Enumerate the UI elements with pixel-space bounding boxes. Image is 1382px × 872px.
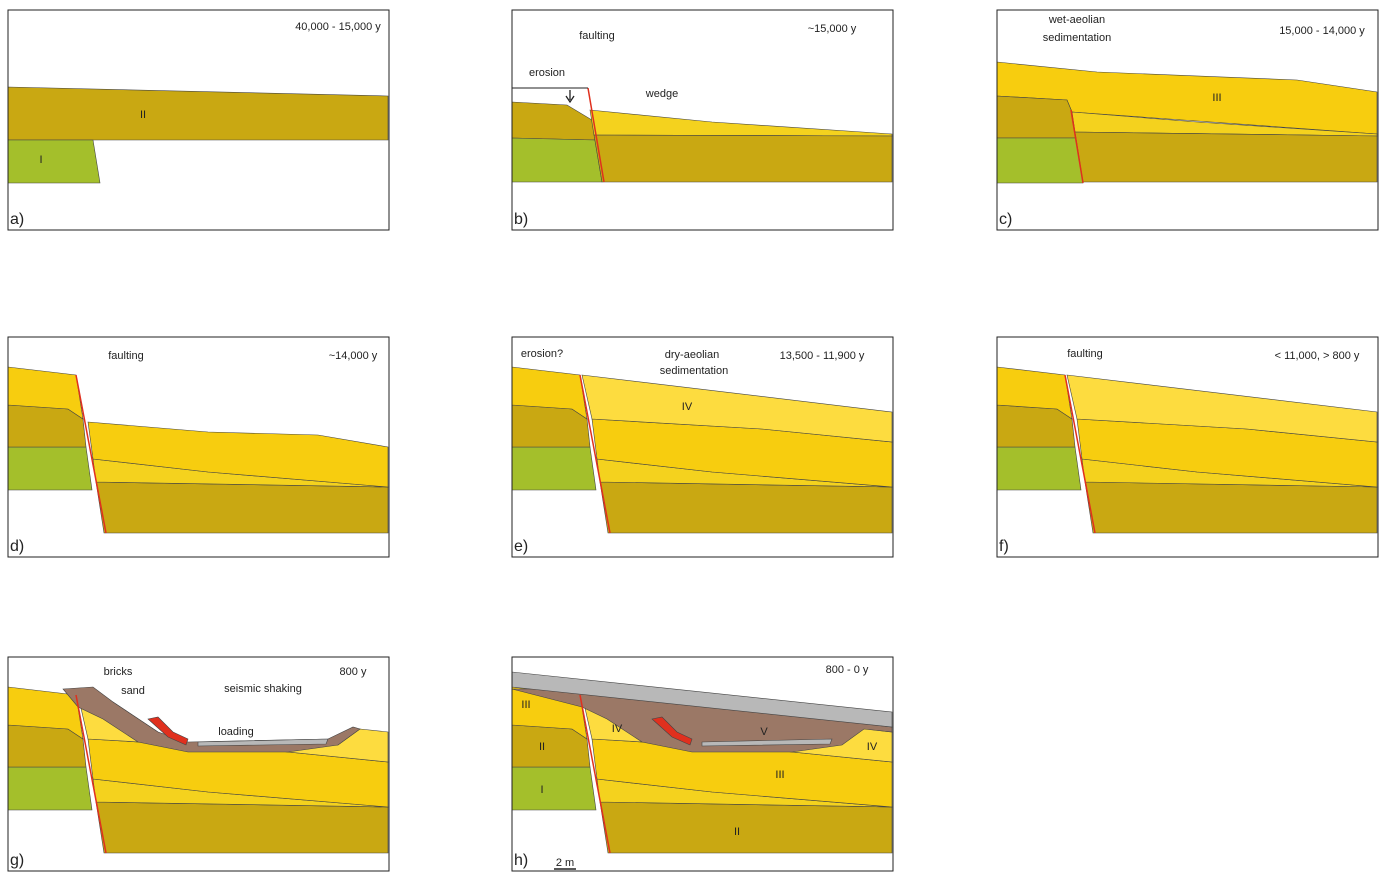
stratum — [997, 138, 1083, 183]
stratum — [1075, 132, 1377, 182]
panel: f) faulting < 11,000, > 800 y — [997, 337, 1378, 557]
annotation: erosion — [529, 67, 565, 79]
annotation: faulting — [579, 30, 614, 42]
figure: a)40,000 - 15,000 yIIIb)faulting~15,000 … — [0, 0, 1382, 872]
annotation: II — [734, 826, 740, 838]
annotation: II — [539, 741, 545, 753]
annotation: seismic shaking — [224, 683, 302, 695]
annotation: 800 - 0 y — [826, 664, 869, 676]
panel-label: h) — [514, 852, 528, 869]
annotation: sand — [121, 685, 145, 697]
panel: c) wet-aeolian sedimentation 15,000 - 14,00… — [997, 10, 1378, 230]
annotation: III — [775, 769, 784, 781]
annotation: III — [521, 699, 530, 711]
stratum — [8, 767, 92, 810]
annotation: erosion? — [521, 348, 563, 360]
stratum — [512, 102, 595, 140]
annotation: 2 m — [556, 857, 574, 869]
stratum — [997, 96, 1077, 138]
annotation: sedimentation — [660, 365, 729, 377]
annotation: ~15,000 y — [808, 23, 857, 35]
annotation: V — [760, 726, 768, 738]
annotation: 13,500 - 11,900 y — [780, 350, 865, 362]
stratum — [512, 138, 602, 182]
annotation: dry-aeolian — [665, 349, 719, 361]
annotation: sedimentation — [1043, 32, 1112, 44]
panel-label: d) — [10, 538, 24, 555]
stratum — [8, 87, 388, 140]
stratum — [594, 135, 892, 182]
annotation: faulting — [108, 350, 143, 362]
annotation: 800 y — [340, 666, 367, 678]
panel: b) faulting ~15,000 y erosion wedge — [512, 10, 893, 230]
annotation: 15,000 - 14,000 y — [1279, 25, 1365, 37]
annotation: loading — [218, 726, 253, 738]
annotation: I — [540, 784, 543, 796]
eroded-outline — [512, 88, 588, 102]
panel: g) bricks sand seismic shaking loading 800 y — [8, 657, 389, 871]
annotation: I — [39, 154, 42, 166]
annotation: III — [1212, 92, 1221, 104]
arrow — [566, 90, 574, 102]
annotation: bricks — [104, 666, 133, 678]
annotation: II — [140, 109, 146, 121]
annotation: wet-aeolian — [1048, 14, 1105, 26]
annotation: IV — [612, 723, 623, 735]
stratum — [96, 802, 388, 853]
annotation: faulting — [1067, 348, 1102, 360]
panel-label: c) — [999, 211, 1012, 228]
annotation: 40,000 - 15,000 y — [295, 21, 381, 33]
stratum — [8, 140, 100, 183]
stratum — [8, 447, 92, 490]
stratum — [600, 482, 892, 533]
annotation: ~14,000 y — [329, 350, 378, 362]
panel: e) erosion? dry-aeolian sedimentation 13,500… — [512, 337, 893, 557]
stratum — [512, 447, 596, 490]
stratum — [600, 802, 892, 853]
annotation: IV — [682, 401, 693, 413]
panel-label: e) — [514, 538, 528, 555]
panel: d) faulting ~14,000 y — [8, 337, 389, 557]
panel-label: a) — [10, 211, 24, 228]
stratum — [997, 447, 1081, 490]
annotation: < 11,000, > 800 y — [1275, 350, 1360, 362]
annotation: wedge — [645, 88, 678, 100]
panel-label: g) — [10, 852, 24, 869]
stratum — [1085, 482, 1377, 533]
stratum — [512, 767, 596, 810]
stratum — [96, 482, 388, 533]
stratum — [590, 110, 892, 136]
panel-label: b) — [514, 211, 528, 228]
panel-label: f) — [999, 538, 1009, 555]
annotation: IV — [867, 741, 878, 753]
